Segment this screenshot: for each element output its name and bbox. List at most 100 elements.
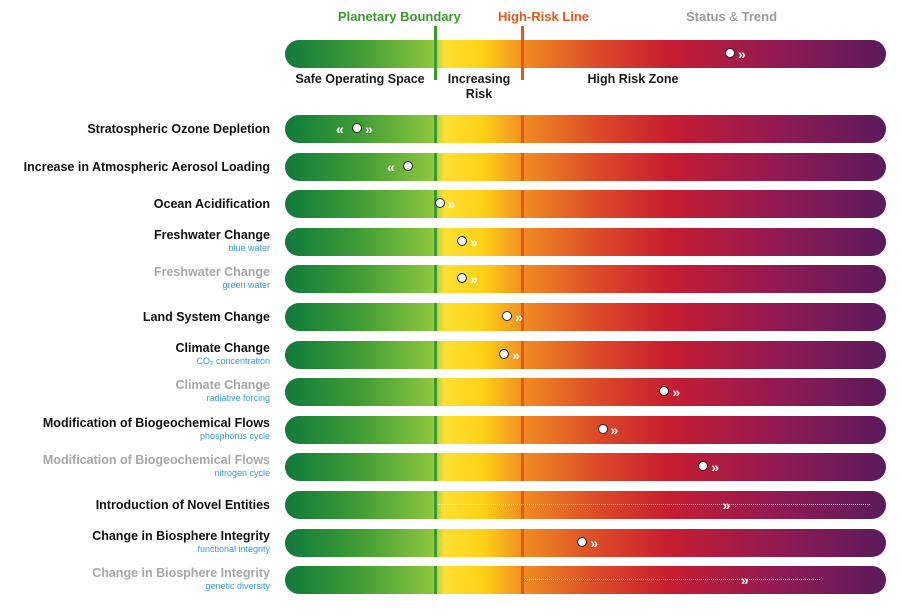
- row-label: Modification of Biogeochemical Flows nitr…: [43, 453, 270, 479]
- row-title: Climate Change: [175, 378, 270, 392]
- row-bar: »: [285, 453, 886, 481]
- row-title: Modification of Biogeochemical Flows: [42, 416, 270, 430]
- row-title: Change in Biosphere Integrity: [92, 529, 270, 543]
- row-label: Freshwater Change blue water: [154, 228, 270, 254]
- row-boundary-line: [434, 491, 437, 519]
- row-high-risk-line: [521, 416, 524, 444]
- row-high-risk-line: [521, 265, 524, 293]
- trend-increasing-chevron-icon: »: [610, 422, 619, 438]
- status-dot: [352, 123, 362, 133]
- row-boundary-line: [434, 265, 437, 293]
- row-boundary-line: [434, 228, 437, 256]
- row-high-risk-line: [521, 491, 524, 519]
- row-bar: »: [285, 529, 886, 557]
- trend-increasing-chevron-icon: »: [740, 572, 749, 588]
- row-title: Change in Biosphere Integrity: [92, 566, 270, 580]
- row-label: Change in Biosphere Integrity genetic div…: [92, 566, 270, 592]
- row-bar: »: [285, 491, 886, 519]
- status-dot: [659, 386, 670, 396]
- row-bar: »: [285, 566, 886, 594]
- row-high-risk-line: [521, 228, 524, 256]
- row-title: Climate Change: [175, 341, 270, 355]
- trend-increasing-chevron-icon: »: [365, 121, 373, 137]
- row-boundary-line: [434, 529, 437, 557]
- row-bar: »: [285, 265, 886, 293]
- status-dot: [434, 198, 445, 208]
- row-label: Stratospheric Ozone Depletion: [87, 122, 270, 137]
- trend-label: Trend: [741, 9, 778, 24]
- row-high-risk-line: [521, 341, 524, 369]
- status-dot: [577, 537, 588, 547]
- legend-bar: »: [285, 40, 886, 68]
- status-amp: &: [725, 9, 742, 24]
- row-title: Freshwater Change: [153, 228, 270, 242]
- status-dot: [698, 461, 709, 471]
- row-label: Introduction of Novel Entities: [96, 498, 270, 513]
- trend-increasing-chevron-icon: »: [722, 497, 731, 513]
- row-bar: »: [285, 341, 886, 369]
- row-high-risk-line: [521, 529, 524, 557]
- row-bar: »: [285, 190, 886, 218]
- row-subtitle: genetic diversity: [205, 581, 270, 591]
- row-high-risk-line: [521, 378, 524, 406]
- status-label: Status: [686, 9, 726, 24]
- boundary-line-ext: [434, 26, 437, 80]
- uncertain-range-line: [438, 504, 870, 505]
- row-high-risk-line: [521, 303, 524, 331]
- legend-status-dot: [725, 48, 735, 58]
- row-high-risk-line: [521, 453, 524, 481]
- row-bar: »: [285, 378, 886, 406]
- status-dot: [457, 236, 467, 246]
- trend-decreasing-chevron-icon: «: [387, 159, 395, 175]
- trend-increasing-chevron-icon: »: [711, 459, 719, 475]
- high-risk-line-header: High-Risk Line: [498, 9, 590, 24]
- trend-increasing-chevron-icon: »: [590, 535, 599, 551]
- row-boundary-line: [434, 153, 437, 181]
- row-boundary-line: [434, 453, 437, 481]
- row-label: Climate Change radiative forcing: [176, 378, 270, 404]
- row-boundary-line: [434, 378, 437, 406]
- legend-increasing-risk: Increasing Risk: [437, 72, 521, 102]
- row-bar: »: [285, 416, 886, 444]
- trend-increasing-chevron-icon: »: [512, 347, 520, 363]
- uncertain-range-line: [525, 579, 820, 580]
- row-title: Land System Change: [142, 310, 270, 324]
- trend-increasing-chevron-icon: »: [470, 271, 478, 287]
- row-high-risk-line: [521, 566, 524, 594]
- trend-increasing-chevron-icon: »: [515, 309, 523, 325]
- row-bar: «»: [285, 115, 886, 143]
- row-label: Ocean Acidification: [154, 197, 270, 212]
- legend-increasing-2: Risk: [465, 87, 493, 101]
- row-label: Modification of Biogeochemical Flows phos…: [43, 416, 270, 442]
- row-title: Introduction of Novel Entities: [95, 498, 270, 512]
- legend-trend-chevron-icon: »: [738, 46, 746, 62]
- status-dot: [502, 311, 512, 321]
- row-label: Change in Biosphere Integrity functional …: [92, 529, 270, 555]
- row-subtitle: functional integrity: [197, 544, 270, 554]
- row-subtitle: green water: [222, 280, 270, 290]
- row-subtitle: nitrogen cycle: [214, 468, 270, 478]
- row-title: Ocean Acidification: [153, 197, 270, 211]
- legend-safe-operating-space: Safe Operating Space: [295, 72, 425, 86]
- row-title: Stratospheric Ozone Depletion: [87, 122, 270, 136]
- high-risk-line-ext: [521, 26, 524, 80]
- row-label: Freshwater Change green water: [154, 265, 270, 291]
- row-boundary-line: [434, 115, 437, 143]
- row-label: Climate Change CO₂ concentration: [176, 341, 270, 367]
- status-dot: [403, 161, 413, 171]
- row-title: Increase in Atmospheric Aerosol Loading: [23, 160, 270, 174]
- row-high-risk-line: [521, 153, 524, 181]
- row-subtitle: radiative forcing: [206, 393, 270, 403]
- trend-decreasing-chevron-icon: «: [336, 121, 344, 137]
- row-bar: »: [285, 303, 886, 331]
- legend-increasing-1: Increasing: [447, 72, 511, 86]
- row-bar: »: [285, 228, 886, 256]
- legend-high-risk-zone: High Risk Zone: [587, 72, 679, 86]
- status-dot: [597, 424, 608, 434]
- row-title: Freshwater Change: [153, 265, 270, 279]
- trend-increasing-chevron-icon: »: [470, 234, 478, 250]
- status-dot: [457, 273, 467, 283]
- row-boundary-line: [434, 416, 437, 444]
- row-title: Modification of Biogeochemical Flows: [42, 453, 270, 467]
- row-subtitle: phosphorus cycle: [199, 431, 270, 441]
